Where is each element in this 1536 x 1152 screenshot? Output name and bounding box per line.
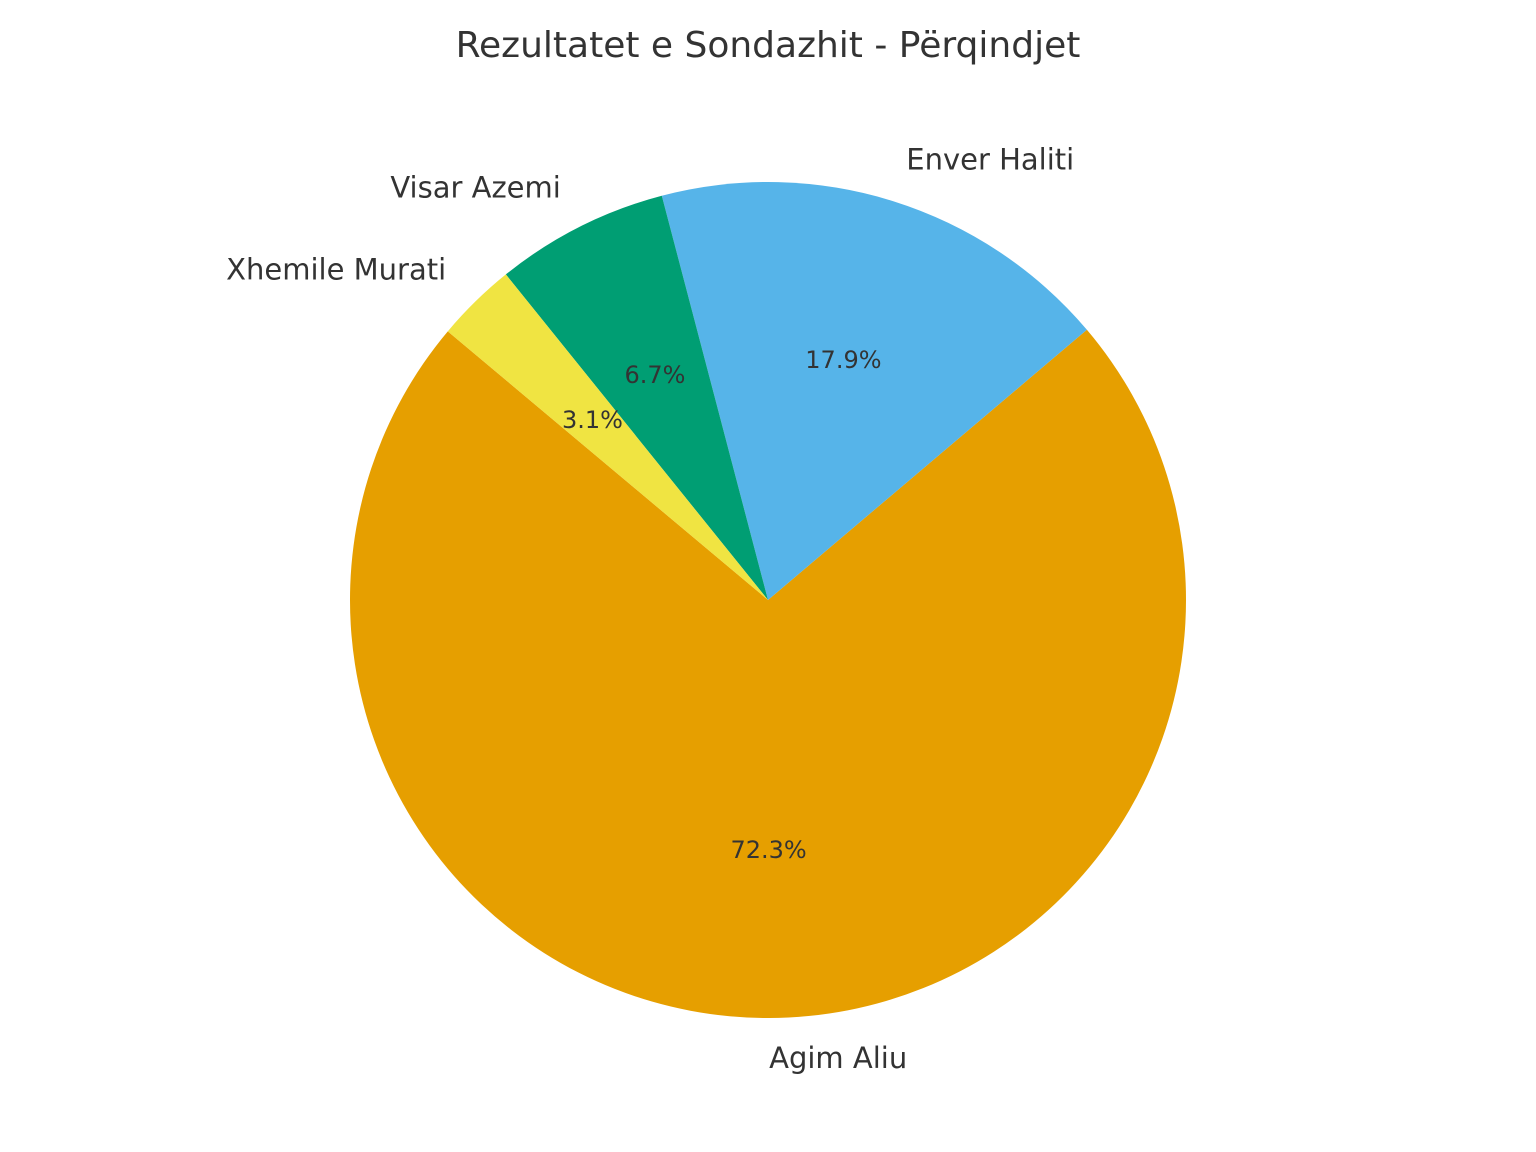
slice-label: Visar Azemi [390, 171, 561, 205]
pie-slice [350, 329, 1187, 1018]
percent-label: 6.7% [625, 361, 686, 389]
pie-slice [505, 195, 768, 601]
slice-label: Xhemile Murati [226, 253, 446, 287]
chart-title: Rezultatet e Sondazhit - Përqindjet [456, 25, 1081, 66]
percent-label: 72.3% [730, 836, 806, 864]
slice-label: Agim Aliu [769, 1041, 907, 1075]
pie-slice [447, 274, 768, 600]
slice-label: Enver Haliti [906, 142, 1074, 176]
percent-label: 17.9% [805, 346, 881, 374]
pie-slice [661, 182, 1087, 600]
percent-label: 3.1% [562, 406, 623, 434]
